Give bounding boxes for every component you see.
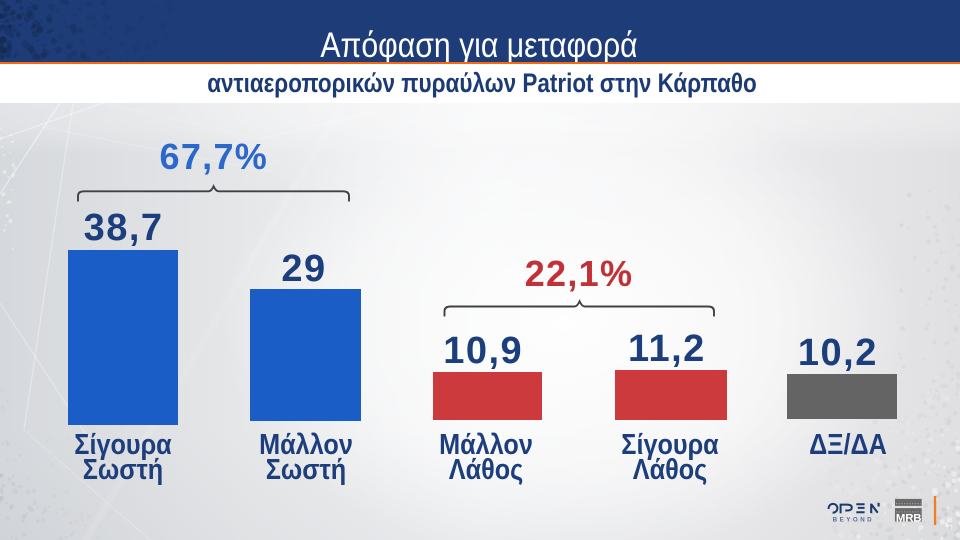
svg-text:MRB: MRB — [896, 512, 921, 524]
svg-text:BEYOND: BEYOND — [833, 517, 874, 524]
